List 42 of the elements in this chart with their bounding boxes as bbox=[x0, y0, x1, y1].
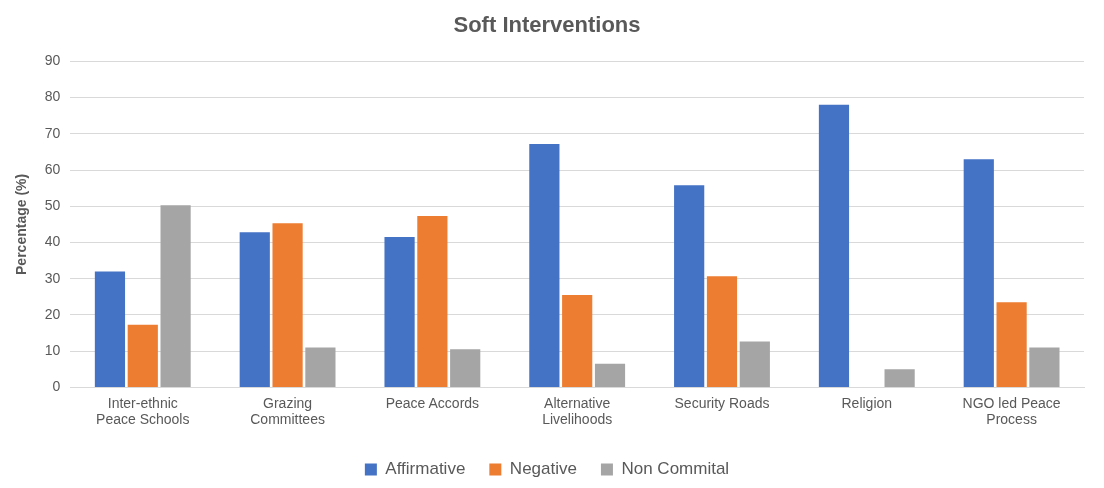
y-tick-label: 90 bbox=[44, 52, 61, 69]
y-tick-label: 80 bbox=[44, 88, 61, 105]
bar bbox=[127, 324, 158, 387]
y-tick-label: 50 bbox=[44, 197, 61, 214]
legend-label: Non Commital bbox=[621, 459, 730, 479]
y-tick-label: 20 bbox=[44, 305, 61, 322]
x-tick-label: NGO led Peace Process bbox=[962, 394, 1061, 428]
chart-title: Soft Interventions bbox=[453, 12, 641, 38]
bar bbox=[674, 185, 705, 387]
bar bbox=[562, 295, 593, 387]
bar bbox=[160, 205, 191, 387]
bar bbox=[818, 104, 850, 387]
y-axis-title: Percentage (%) bbox=[13, 173, 30, 275]
y-tick-label: 10 bbox=[44, 342, 61, 359]
bar bbox=[94, 271, 126, 387]
x-tick-label: Peace Accords bbox=[385, 394, 480, 411]
y-tick-label: 0 bbox=[52, 378, 61, 395]
bar bbox=[450, 349, 481, 387]
bar bbox=[272, 223, 303, 387]
x-tick-label: Inter-ethnic Peace Schools bbox=[96, 394, 190, 428]
bar bbox=[706, 276, 738, 387]
bar bbox=[529, 143, 560, 387]
bar bbox=[884, 369, 915, 387]
bar bbox=[417, 216, 448, 387]
x-tick-label: Alternative Livelihoods bbox=[542, 394, 613, 428]
bar bbox=[1029, 347, 1060, 387]
bar bbox=[594, 363, 626, 387]
bar bbox=[996, 302, 1027, 387]
bar bbox=[384, 237, 415, 387]
bar bbox=[239, 232, 270, 387]
bar bbox=[739, 341, 770, 387]
x-tick-label: Religion bbox=[841, 394, 893, 411]
x-tick-label: Security Roads bbox=[674, 394, 770, 411]
x-tick-label: Grazing Committees bbox=[250, 394, 325, 428]
legend-label: Affirmative bbox=[385, 459, 466, 479]
bar bbox=[305, 347, 336, 387]
bar bbox=[963, 159, 994, 387]
y-tick-label: 40 bbox=[44, 233, 61, 250]
y-tick-label: 70 bbox=[44, 124, 61, 141]
y-tick-label: 60 bbox=[44, 160, 61, 177]
y-tick-label: 30 bbox=[44, 269, 61, 286]
legend-label: Negative bbox=[509, 459, 577, 479]
